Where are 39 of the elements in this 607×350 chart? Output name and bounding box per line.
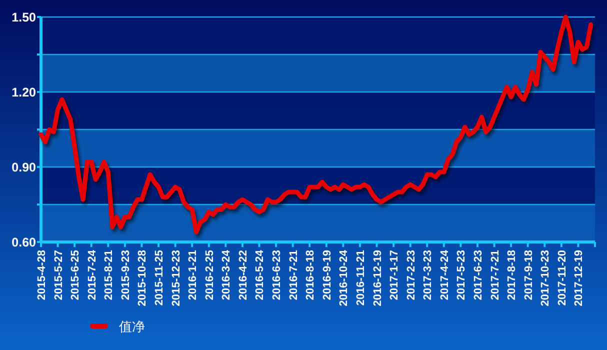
x-tick-label: 2015-10-28	[136, 250, 149, 306]
x-tick-label: 2015-7-24	[86, 249, 98, 300]
y-tick-label: 1.20	[12, 86, 36, 100]
x-tick-label: 2016-9-19	[321, 250, 334, 300]
x-tick-label: 2016-5-24	[254, 249, 266, 300]
x-tick-label: 2016-3-24	[220, 249, 233, 300]
x-tick-label: 2016-2-25	[204, 250, 216, 300]
x-tick-label: 2017-12-19	[573, 250, 586, 306]
x-tick-label: 2016-1-21	[187, 250, 200, 300]
x-tick-label: 2016-12-19	[372, 250, 384, 306]
y-tick-label: 1.50	[12, 10, 36, 24]
x-tick-label: 2015-6-25	[70, 250, 82, 300]
x-tick-label: 2017-6-23	[472, 250, 484, 300]
legend: 值净	[90, 319, 145, 334]
y-tick-label: 0.90	[12, 160, 36, 174]
x-tick-label: 2017-9-18	[522, 250, 535, 300]
x-tick-label: 2015-8-21	[103, 250, 116, 300]
x-tick-label: 2016-6-23	[271, 250, 284, 300]
x-tick-label: 2015-5-27	[52, 250, 65, 300]
x-tick-label: 2016-4-22	[237, 250, 250, 300]
x-tick-label: 2015-4-28	[36, 250, 48, 300]
x-tick-label: 2015-12-23	[170, 250, 182, 306]
x-tick-label: 2017-11-20	[556, 250, 568, 306]
legend-label: 值净	[119, 319, 145, 334]
x-tick-label: 2016-7-21	[288, 250, 300, 300]
x-tick-label: 2017-5-23	[456, 250, 468, 300]
x-tick-label: 2017-8-18	[506, 250, 518, 300]
x-tick-label: 2016-11-21	[354, 250, 367, 306]
x-tick-label: 2016-10-24	[338, 249, 350, 306]
x-tick-label: 2015-11-25	[154, 250, 166, 306]
x-tick-label: 2017-2-23	[405, 250, 418, 300]
x-tick-label: 2017-3-23	[422, 250, 434, 300]
y-tick-label: 0.60	[12, 236, 36, 250]
x-tick-label: 2017-10-23	[540, 250, 552, 306]
x-tick-label: 2017-1-17	[388, 250, 401, 300]
x-tick-label: 2015-9-23	[120, 250, 132, 300]
x-tick-label: 2017-4-24	[438, 249, 451, 300]
x-tick-label: 2016-8-18	[304, 250, 317, 300]
x-tick-label: 2017-7-21	[489, 250, 502, 300]
